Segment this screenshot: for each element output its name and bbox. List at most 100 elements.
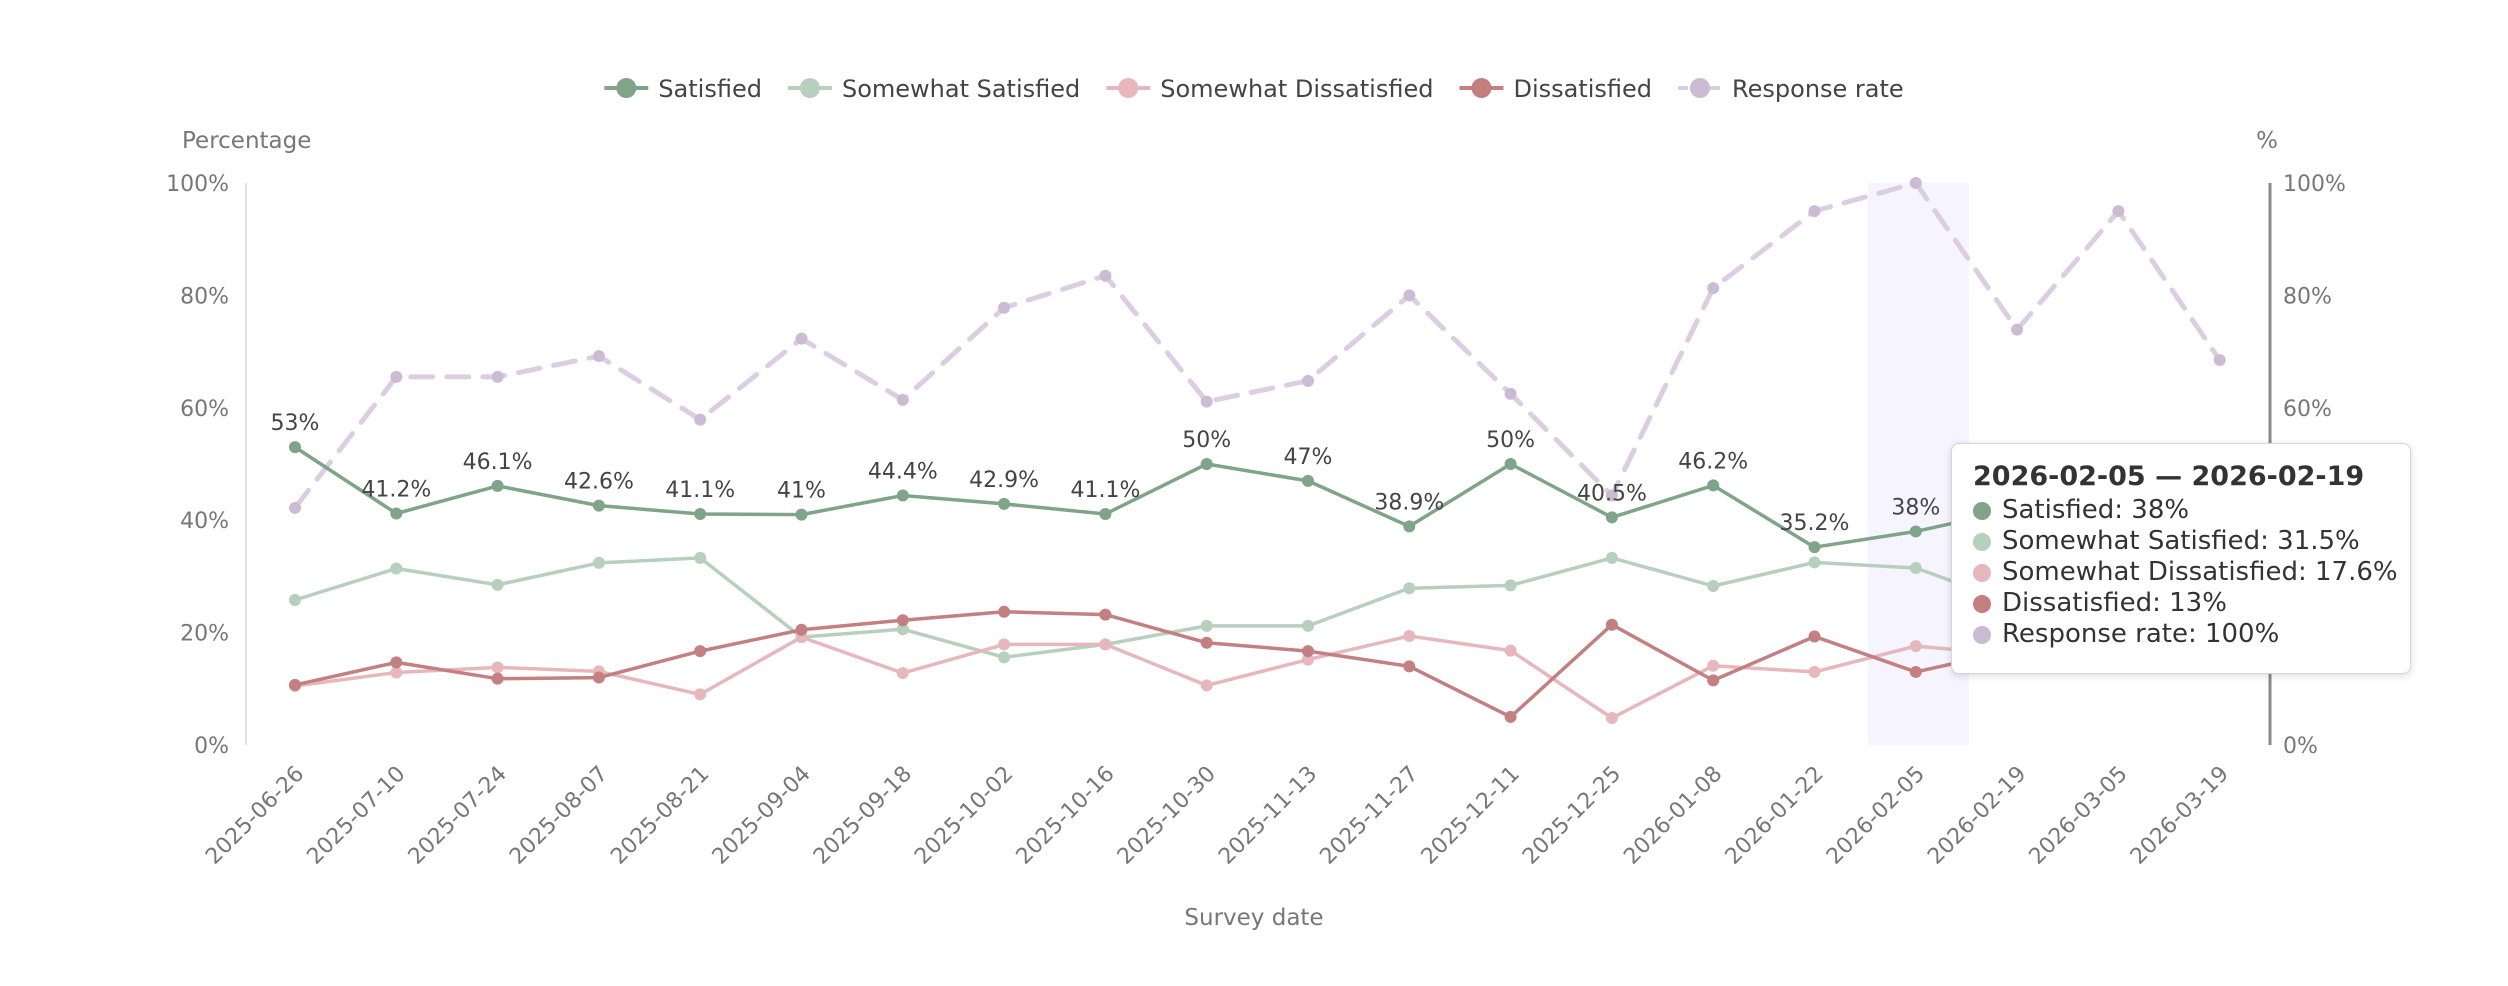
x-tick-2025-08-07: 2025-08-07 — [505, 762, 613, 870]
tooltip-dot-dissatisfied — [1973, 594, 1991, 613]
point-dissatisfied-2026-01-08 — [1707, 674, 1720, 687]
point-somewhat-satisfied-2025-06-26 — [289, 594, 301, 607]
legend-swatch-dot-dissatisfied — [1471, 78, 1492, 98]
point-response-rate-2026-01-22 — [1808, 205, 1821, 218]
legend-item-somewhat-satisfied: Somewhat Satisfied — [787, 75, 1080, 103]
point-response-rate-2025-08-21 — [694, 413, 707, 426]
x-tick-2025-10-02: 2025-10-02 — [910, 762, 1018, 870]
x-tick-2026-02-19: 2026-02-19 — [1923, 762, 2031, 870]
point-somewhat-satisfied-2025-12-25 — [1605, 551, 1618, 564]
x-tick-2025-08-21: 2025-08-21 — [606, 762, 714, 870]
tooltip-row-satisfied: Satisfied: 38% — [1973, 495, 2410, 526]
legend-item-dissatisfied: Dissatisfied — [1459, 75, 1652, 103]
point-somewhat-satisfied-2025-11-27 — [1403, 582, 1416, 595]
point-somewhat-dissatisfied-2026-01-22 — [1808, 665, 1821, 678]
point-satisfied-2025-09-18 — [896, 489, 909, 502]
tooltip-dot-satisfied — [1973, 501, 1991, 520]
x-tick-2026-01-08: 2026-01-08 — [1619, 762, 1727, 870]
data-label-satisfied-2026-01-22: 35.2% — [1780, 511, 1850, 536]
legend-label-somewhat-dissatisfied: Somewhat Dissatisfied — [1160, 75, 1433, 103]
point-somewhat-dissatisfied-2025-07-24 — [491, 661, 504, 674]
point-somewhat-dissatisfied-2025-08-21 — [694, 688, 707, 701]
point-response-rate-2025-06-26 — [289, 501, 301, 514]
point-response-rate-2025-08-07 — [592, 350, 605, 363]
point-satisfied-2025-07-24 — [491, 479, 504, 492]
point-somewhat-dissatisfied-2026-01-08 — [1707, 659, 1720, 672]
series-line-somewhat-dissatisfied — [293, 634, 2019, 720]
point-somewhat-dissatisfied-2025-10-02 — [998, 638, 1011, 651]
point-satisfied-2025-07-10 — [390, 507, 403, 520]
point-dissatisfied-2025-11-27 — [1403, 660, 1416, 673]
legend-item-satisfied: Satisfied — [604, 75, 762, 103]
point-somewhat-satisfied-2025-08-21 — [694, 551, 707, 564]
y-tick-left-40: 40% — [180, 509, 229, 534]
x-tick-2026-03-05: 2026-03-05 — [2025, 762, 2133, 870]
tooltip-text-satisfied: Satisfied: 38% — [2002, 495, 2190, 525]
y-tick-right-100: 100% — [2283, 172, 2346, 197]
point-response-rate-2026-01-08 — [1707, 282, 1720, 295]
point-somewhat-dissatisfied-2025-09-18 — [896, 667, 909, 680]
series-group — [289, 177, 2226, 725]
point-somewhat-dissatisfied-2025-10-16 — [1099, 638, 1112, 651]
y-tick-left-60: 60% — [180, 397, 229, 422]
point-dissatisfied-2025-07-10 — [390, 656, 403, 669]
point-satisfied-2025-09-04 — [795, 508, 808, 521]
tooltip-row-somewhat-dissatisfied: Somewhat Dissatisfied: 17.6% — [1973, 557, 2410, 588]
point-somewhat-satisfied-2025-07-24 — [491, 578, 504, 591]
point-somewhat-dissatisfied-2025-11-13 — [1302, 653, 1314, 666]
point-dissatisfied-2025-09-18 — [896, 614, 909, 627]
point-response-rate-2026-03-19 — [2213, 354, 2226, 367]
point-response-rate-2025-12-11 — [1504, 387, 1517, 400]
legend-swatch-dot-somewhat-satisfied — [799, 78, 820, 98]
point-dissatisfied-2025-06-26 — [289, 678, 301, 691]
point-response-rate-2025-10-16 — [1099, 269, 1112, 282]
data-label-satisfied-2025-11-27: 38.9% — [1374, 490, 1444, 515]
point-somewhat-satisfied-2025-08-07 — [592, 556, 605, 569]
point-dissatisfied-2025-07-24 — [491, 672, 504, 685]
series-line-somewhat-satisfied — [293, 556, 2019, 660]
point-response-rate-2025-09-04 — [795, 332, 808, 345]
x-tick-2025-11-27: 2025-11-27 — [1315, 762, 1423, 870]
point-somewhat-satisfied-2025-10-30 — [1200, 619, 1213, 632]
tooltip-dot-response-rate — [1973, 625, 1991, 644]
tooltip-dot-somewhat-satisfied — [1973, 532, 1991, 551]
data-label-satisfied-2025-07-10: 41.2% — [361, 477, 431, 502]
point-response-rate-2025-11-13 — [1302, 374, 1314, 387]
data-label-satisfied-2026-01-08: 46.2% — [1678, 449, 1748, 474]
point-dissatisfied-2025-10-16 — [1099, 608, 1112, 621]
point-response-rate-2026-02-19 — [2011, 323, 2024, 336]
point-response-rate-2026-03-05 — [2112, 205, 2125, 218]
point-somewhat-dissatisfied-2025-12-25 — [1605, 712, 1618, 725]
point-dissatisfied-2025-08-21 — [694, 645, 707, 658]
series-satisfied — [289, 441, 2024, 554]
legend-label-dissatisfied: Dissatisfied — [1513, 75, 1652, 103]
tooltip-dot-somewhat-dissatisfied — [1973, 563, 1991, 582]
data-label-satisfied-2026-02-05: 38% — [1891, 495, 1940, 520]
tooltip-title: 2026-02-05 — 2026-02-19 — [1973, 461, 2365, 492]
point-response-rate-2025-12-25 — [1605, 489, 1618, 502]
point-somewhat-satisfied-2026-01-08 — [1707, 579, 1720, 592]
y-tick-left-20: 20% — [180, 622, 229, 647]
data-label-satisfied-2025-12-11: 50% — [1486, 428, 1535, 453]
data-label-satisfied-2025-10-30: 50% — [1182, 428, 1231, 453]
point-somewhat-satisfied-2025-09-18 — [896, 623, 909, 636]
point-dissatisfied-2025-10-30 — [1200, 636, 1213, 649]
legend-swatch-dot-somewhat-dissatisfied — [1118, 78, 1139, 98]
y-tick-right-80: 80% — [2283, 284, 2332, 309]
point-satisfied-2026-02-05 — [1909, 525, 1922, 538]
legend-swatch-dot-response-rate — [1690, 78, 1711, 98]
data-label-satisfied-2025-10-02: 42.9% — [969, 468, 1039, 493]
x-tick-2025-09-18: 2025-09-18 — [809, 762, 917, 870]
point-somewhat-dissatisfied-2025-12-11 — [1504, 644, 1517, 657]
data-label-satisfied-2025-11-13: 47% — [1284, 445, 1333, 470]
point-somewhat-satisfied-2025-11-13 — [1302, 619, 1314, 632]
data-label-satisfied-2025-08-07: 42.6% — [564, 470, 634, 495]
point-response-rate-2025-10-30 — [1200, 395, 1213, 408]
point-somewhat-dissatisfied-2025-07-10 — [390, 666, 403, 679]
point-somewhat-dissatisfied-2025-10-30 — [1200, 679, 1213, 692]
point-somewhat-dissatisfied-2025-11-27 — [1403, 629, 1416, 642]
y-axis-title-left: Percentage — [182, 128, 311, 154]
y-tick-right-60: 60% — [2283, 397, 2332, 422]
tooltip-text-somewhat-dissatisfied: Somewhat Dissatisfied: 17.6% — [2002, 557, 2398, 587]
